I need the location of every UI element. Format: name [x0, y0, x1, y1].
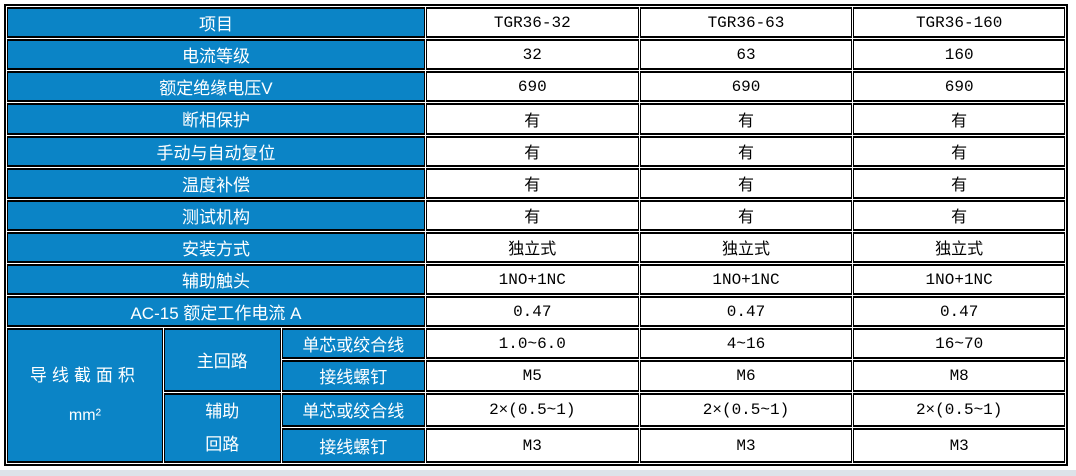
- value-cell: 独立式: [853, 231, 1065, 263]
- value-cell: 有: [853, 167, 1065, 199]
- value-cell: M3: [425, 428, 639, 463]
- value-cell: 690: [425, 71, 639, 103]
- table-row: 手动与自动复位 有 有 有: [7, 135, 1065, 167]
- table-row: 电流等级 32 63 160: [7, 39, 1065, 71]
- value-cell: 有: [853, 103, 1065, 135]
- value-cell: 有: [425, 135, 639, 167]
- table-row: 安装方式 独立式 独立式 独立式: [7, 231, 1065, 263]
- value-cell: 有: [853, 199, 1065, 231]
- row-label-cell: 单芯或绞合线: [281, 392, 425, 428]
- aux-circuit-cell: 辅助 回路: [163, 392, 281, 463]
- row-label-cell: 额定绝缘电压V: [7, 71, 425, 103]
- value-cell: 0.47: [425, 296, 639, 328]
- header-label-cell: 项目: [7, 7, 425, 39]
- row-label-cell: 断相保护: [7, 103, 425, 135]
- value-cell: 16~70: [853, 328, 1065, 360]
- value-cell: M5: [425, 360, 639, 392]
- wire-section-group-cell: 导线截面积 mm²: [7, 328, 163, 463]
- value-cell: 有: [639, 103, 853, 135]
- value-cell: 独立式: [639, 231, 853, 263]
- table-row: 导线截面积 mm² 主回路 单芯或绞合线 1.0~6.0 4~16 16~70: [7, 328, 1065, 463]
- value-cell: 有: [639, 135, 853, 167]
- table-row-header: 项目 TGR36-32 TGR36-63 TGR36-160: [7, 7, 1065, 39]
- row-label-cell: 手动与自动复位: [7, 135, 425, 167]
- value-cell: 1NO+1NC: [853, 264, 1065, 296]
- value-cell: 2×(0.5~1): [425, 392, 639, 428]
- row-label-cell: 电流等级: [7, 39, 425, 71]
- model-name-cell: TGR36-32: [425, 7, 639, 39]
- value-cell: 2×(0.5~1): [639, 392, 853, 428]
- value-cell: 63: [639, 39, 853, 71]
- value-cell: 1.0~6.0: [425, 328, 639, 360]
- value-cell: 有: [425, 199, 639, 231]
- table-row: 接线螺钉 M3 M3 M3: [7, 428, 1065, 463]
- table-row: 断相保护 有 有 有: [7, 103, 1065, 135]
- value-cell: 有: [639, 167, 853, 199]
- value-cell: 4~16: [639, 328, 853, 360]
- table-row: AC-15 额定工作电流 A 0.47 0.47 0.47: [7, 296, 1065, 328]
- table-row: 辅助 回路 单芯或绞合线 2×(0.5~1) 2×(0.5~1) 2×(0.5~…: [7, 392, 1065, 463]
- main-circuit-cell: 主回路: [163, 328, 281, 392]
- row-label-cell: 辅助触头: [7, 264, 425, 296]
- value-cell: 32: [425, 39, 639, 71]
- value-cell: 690: [639, 71, 853, 103]
- value-cell: 690: [853, 71, 1065, 103]
- row-label-cell: AC-15 额定工作电流 A: [7, 296, 425, 328]
- value-cell: 2×(0.5~1): [853, 392, 1065, 428]
- spec-table: 项目 TGR36-32 TGR36-63 TGR36-160 电流等级 32 6…: [4, 4, 1068, 466]
- model-name-cell: TGR36-160: [853, 7, 1065, 39]
- value-cell: 1NO+1NC: [425, 264, 639, 296]
- row-label-cell: 测试机构: [7, 199, 425, 231]
- value-cell: 有: [425, 167, 639, 199]
- value-cell: 160: [853, 39, 1065, 71]
- wire-section-title: 导线截面积: [29, 365, 140, 385]
- row-label-cell: 单芯或绞合线: [281, 328, 425, 360]
- value-cell: 独立式: [425, 231, 639, 263]
- table-row: 测试机构 有 有 有: [7, 199, 1065, 231]
- wire-section-unit: mm²: [68, 406, 101, 424]
- value-cell: 有: [639, 199, 853, 231]
- row-label-cell: 接线螺钉: [281, 428, 425, 463]
- screenshot-bottom-strip: [0, 470, 1076, 476]
- model-name-cell: TGR36-63: [639, 7, 853, 39]
- aux-circuit-label-line1: 辅助: [205, 401, 240, 421]
- row-label-cell: 安装方式: [7, 231, 425, 263]
- table-row: 额定绝缘电压V 690 690 690: [7, 71, 1065, 103]
- value-cell: M8: [853, 360, 1065, 392]
- value-cell: M3: [853, 428, 1065, 463]
- row-label-cell: 温度补偿: [7, 167, 425, 199]
- value-cell: M3: [639, 428, 853, 463]
- value-cell: 有: [853, 135, 1065, 167]
- value-cell: 0.47: [639, 296, 853, 328]
- aux-circuit-label-line2: 回路: [205, 434, 240, 454]
- value-cell: M6: [639, 360, 853, 392]
- row-label-cell: 接线螺钉: [281, 360, 425, 392]
- value-cell: 有: [425, 103, 639, 135]
- value-cell: 0.47: [853, 296, 1065, 328]
- value-cell: 1NO+1NC: [639, 264, 853, 296]
- table-row: 温度补偿 有 有 有: [7, 167, 1065, 199]
- table-row: 辅助触头 1NO+1NC 1NO+1NC 1NO+1NC: [7, 264, 1065, 296]
- table-row: 接线螺钉 M5 M6 M8: [7, 360, 1065, 392]
